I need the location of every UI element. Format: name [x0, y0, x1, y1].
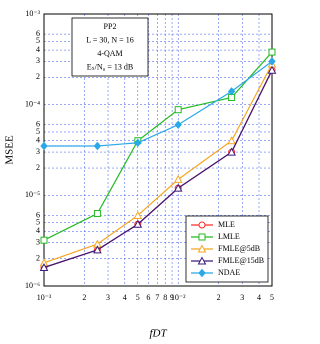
x-tick-label: 2	[82, 293, 86, 302]
legend-marker	[197, 244, 207, 253]
y-tick-label: 6	[36, 210, 40, 219]
marker	[133, 210, 143, 219]
legend-marker	[198, 221, 206, 229]
legend-label: LMLE	[218, 232, 240, 241]
marker	[173, 174, 183, 183]
x-tick-label: 7	[155, 293, 159, 302]
series-line	[43, 69, 273, 269]
legend-marker	[198, 268, 206, 278]
series-line	[43, 51, 273, 241]
marker	[39, 262, 49, 271]
marker	[267, 65, 277, 74]
x-tick-label: 2	[217, 293, 221, 302]
marker	[173, 183, 183, 192]
y-tick-label: 2	[36, 254, 40, 263]
x-axis-label: fDT	[149, 328, 167, 340]
annotation: L = 30, N = 16	[86, 35, 133, 44]
chart: MSEE fDT 10⁻⁶2345610⁻⁵2345610⁻⁴2345610⁻³…	[4, 9, 277, 340]
marker	[227, 147, 236, 156]
x-tick-label: 10⁻³	[37, 293, 52, 302]
x-tick-label: 5	[270, 293, 274, 302]
annotation: PP2	[104, 22, 117, 31]
legend-label: FMLE@5dB	[218, 244, 260, 253]
marker	[268, 57, 276, 66]
x-tick-label: 6	[146, 293, 150, 302]
marker	[227, 87, 236, 96]
y-axis-label: MSEE	[4, 135, 16, 165]
annotation-box	[71, 17, 149, 77]
y-tick-label: 4	[36, 226, 40, 235]
x-tick-label: 3	[106, 293, 110, 302]
marker	[134, 138, 142, 148]
marker	[93, 141, 102, 151]
y-tick-label: 6	[36, 120, 40, 129]
x-tick-label: 3	[240, 293, 244, 302]
y-tick-label: 2	[36, 163, 40, 172]
legend-label: FMLE@15dB	[218, 256, 264, 265]
legend-marker	[197, 256, 207, 265]
legend-label: MLE	[218, 220, 235, 229]
x-tick-label: 9	[170, 293, 174, 302]
series-line	[44, 60, 273, 147]
marker	[93, 245, 102, 254]
y-tick-label: 6	[36, 29, 40, 38]
y-tick-label: 5	[36, 217, 40, 226]
y-tick-label: 3	[36, 147, 40, 156]
y-tick-label: 5	[36, 127, 40, 136]
marker	[93, 210, 101, 218]
y-tick-label: 3	[36, 238, 40, 247]
y-tick-label: 10⁻⁵	[25, 190, 40, 199]
y-tick-label: 4	[36, 136, 40, 145]
marker	[40, 236, 48, 244]
marker	[268, 48, 276, 56]
y-tick-label: 5	[36, 36, 40, 45]
series-line	[43, 63, 273, 264]
marker	[133, 219, 143, 228]
y-tick-label: 10⁻⁶	[25, 281, 40, 290]
legend-label: NDAE	[218, 268, 240, 277]
y-tick-label: 10⁻⁴	[25, 99, 40, 108]
annotation: 4-QAM	[97, 49, 122, 58]
x-tick-label: 8	[163, 293, 167, 302]
y-tick-label: 2	[36, 72, 40, 81]
y-tick-label: 10⁻³	[25, 9, 40, 18]
x-tick-label: 4	[123, 293, 127, 302]
legend-marker	[198, 233, 206, 241]
marker	[174, 106, 182, 114]
marker	[174, 120, 182, 130]
x-tick-label: 5	[136, 293, 140, 302]
x-tick-label: 4	[257, 293, 261, 302]
y-tick-label: 3	[36, 56, 40, 65]
annotation: Eₛ/N₀ = 13 dB	[87, 62, 134, 71]
marker	[40, 141, 48, 151]
y-tick-label: 4	[36, 45, 40, 54]
x-tick-label: 10⁻²	[171, 293, 186, 302]
marker	[227, 136, 236, 145]
